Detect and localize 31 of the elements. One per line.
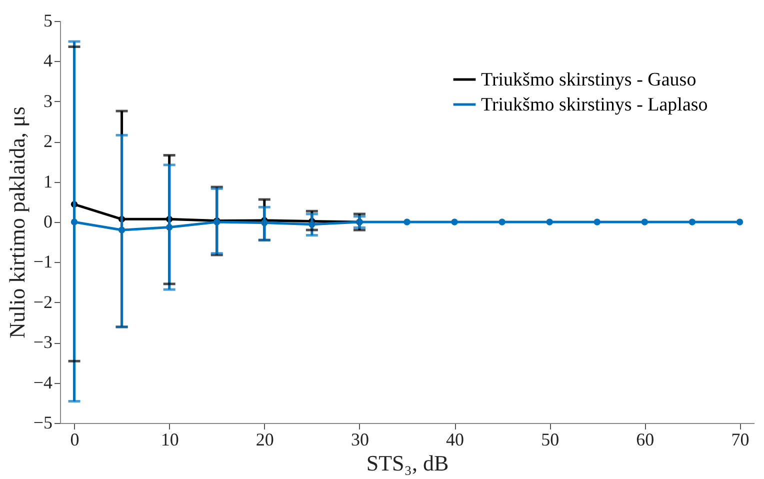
point: [594, 218, 600, 226]
y-tick-label: 3: [44, 90, 52, 111]
y-tick-label: −2: [33, 292, 52, 312]
x-tick-label: 50: [541, 430, 560, 450]
point: [404, 218, 410, 226]
x-tick-label: 30: [350, 430, 369, 450]
point: [688, 218, 696, 226]
point: [736, 218, 744, 226]
point: [641, 218, 648, 226]
legend-label: Triukšmo skirstinys - Laplaso: [481, 94, 708, 116]
y-tick-label: −5: [33, 412, 52, 432]
x-tick-label: 40: [446, 430, 464, 450]
legend-label: Triukšmo skirstinys - Gauso: [481, 70, 696, 90]
x-tick-label: 10: [160, 430, 179, 450]
y-tick-label: 0: [44, 212, 52, 232]
y-tick-label: −4: [33, 372, 52, 392]
y-tick-label: 1: [44, 171, 52, 192]
point: [546, 218, 553, 226]
y-tick-label: 5: [44, 10, 52, 30]
y-tick-label: −3: [33, 332, 52, 352]
y-tick-label: 4: [44, 50, 52, 71]
point: [451, 218, 458, 226]
y-tick-label: 2: [44, 131, 52, 152]
y-axis-title: Nulio kirtimo paklaida, μs: [4, 106, 30, 338]
y-tick-label: −1: [33, 252, 52, 272]
point: [498, 218, 506, 226]
x-axis-title: STS₃, dB: [366, 450, 449, 476]
x-tick-label: 70: [731, 430, 750, 450]
x-tick-label: 60: [636, 430, 654, 450]
x-tick-label: 20: [256, 430, 274, 450]
x-tick-label: 0: [70, 430, 80, 450]
